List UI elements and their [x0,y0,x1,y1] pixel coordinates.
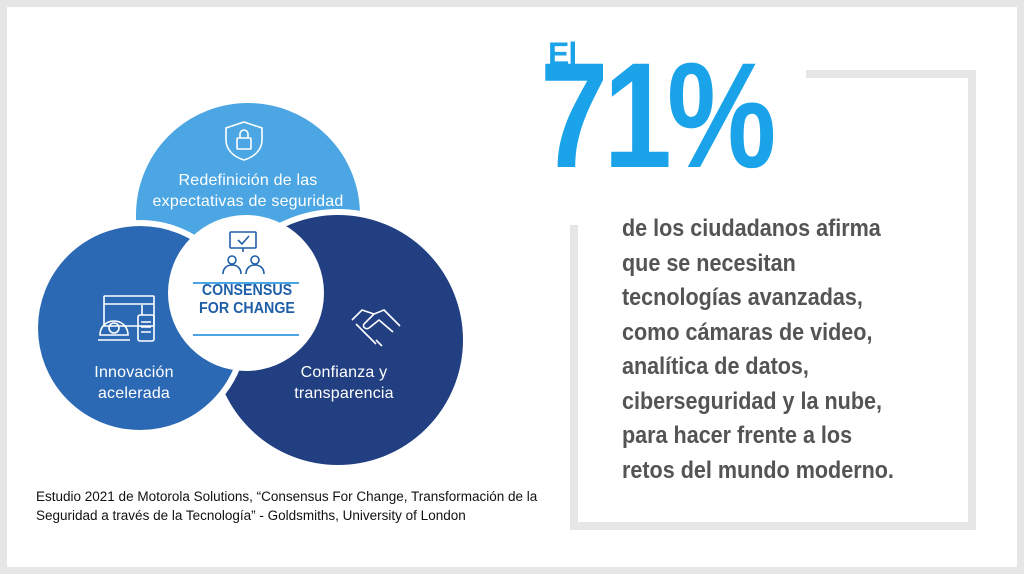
center-circle [168,215,324,371]
consensus-line1: CONSENSUS [201,282,293,299]
frame-bracket-left [570,225,578,530]
handshake-icon [351,309,401,347]
circle-label-security: Redefinición de las expectativas de segu… [148,170,348,212]
circle-label-innovation-line1: Innovación [94,364,174,381]
circle-label-security-line2: expectativas de seguridad [152,193,344,210]
consensus-line2: FOR CHANGE [199,300,295,317]
headline-prefix: El [548,36,577,72]
consensus-logo-text: CONSENSUS FOR CHANGE [193,282,302,318]
camera-radio-icon [98,295,155,342]
circle-label-innovation-line2: acelerada [97,385,171,402]
headline-percent: 71% [540,31,776,199]
frame-bracket-bottom [570,522,976,530]
circle-label-security-line1: Redefinición de las [178,172,318,189]
people-message-icon [222,231,265,275]
circle-label-trust: Confianza y transparencia [284,362,404,404]
statement-text: de los ciudadanos afirma que se necesita… [622,215,894,484]
circle-label-trust-line1: Confianza y [300,364,388,381]
shield-lock-icon [225,121,263,161]
source-citation: Estudio 2021 de Motorola Solutions, “Con… [36,489,538,523]
circle-label-trust-line2: transparencia [294,385,394,402]
frame-bracket-top [806,70,976,78]
circle-label-innovation: Innovación acelerada [74,362,194,404]
frame-bracket-right [968,70,976,530]
